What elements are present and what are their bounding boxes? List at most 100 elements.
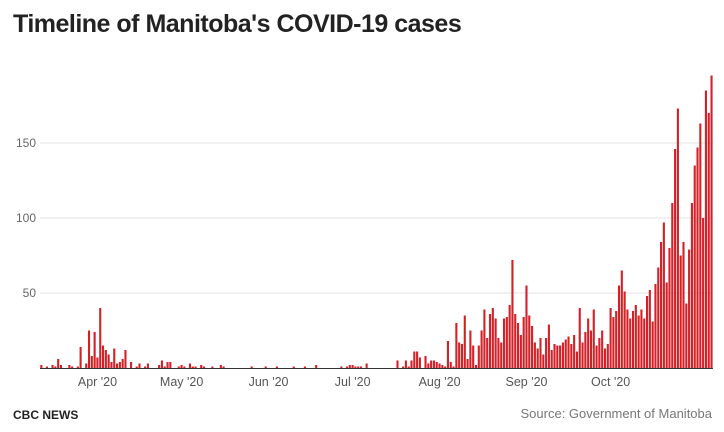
bar bbox=[146, 363, 149, 368]
bar bbox=[191, 366, 194, 368]
bar bbox=[646, 296, 649, 368]
bar bbox=[623, 291, 626, 368]
cbc-news-logo: CBC NEWS bbox=[13, 408, 79, 422]
bar bbox=[564, 339, 567, 368]
bar bbox=[575, 351, 578, 368]
bar bbox=[648, 290, 651, 368]
bar bbox=[250, 366, 253, 368]
bar bbox=[40, 365, 43, 368]
bar bbox=[130, 362, 133, 368]
bar bbox=[472, 345, 475, 368]
bar bbox=[674, 149, 677, 368]
bar bbox=[54, 366, 57, 368]
bar bbox=[57, 359, 60, 368]
bar bbox=[76, 366, 79, 368]
bar bbox=[665, 282, 668, 368]
bar bbox=[469, 330, 472, 368]
bar bbox=[460, 344, 464, 368]
bar bbox=[488, 314, 492, 368]
bar bbox=[550, 350, 553, 368]
bar bbox=[693, 165, 696, 368]
bar bbox=[606, 344, 609, 368]
bar bbox=[407, 366, 410, 368]
bar bbox=[107, 354, 110, 368]
y-tick-label: 50 bbox=[23, 286, 37, 300]
bar bbox=[452, 366, 455, 368]
bar bbox=[222, 366, 225, 368]
bar bbox=[668, 248, 671, 368]
bar bbox=[682, 242, 685, 368]
bar bbox=[446, 341, 449, 368]
gridlines: 50 100 150 bbox=[16, 136, 713, 300]
bar bbox=[539, 338, 542, 368]
bar bbox=[90, 356, 93, 368]
bar bbox=[587, 318, 590, 368]
bar bbox=[519, 335, 522, 368]
bar bbox=[502, 318, 506, 368]
bar bbox=[578, 308, 581, 368]
bar bbox=[135, 366, 138, 368]
bar bbox=[438, 363, 441, 368]
bar bbox=[505, 317, 508, 368]
bar bbox=[696, 147, 699, 368]
bar bbox=[413, 351, 416, 368]
bar bbox=[180, 365, 183, 368]
bar bbox=[402, 366, 405, 368]
bar bbox=[589, 330, 593, 368]
bar bbox=[626, 309, 629, 368]
bar bbox=[418, 357, 421, 368]
bar bbox=[699, 123, 702, 368]
bar bbox=[497, 338, 500, 368]
bar bbox=[458, 342, 461, 368]
bar bbox=[219, 365, 222, 368]
bars bbox=[40, 75, 713, 368]
x-tick-label: Aug '20 bbox=[419, 375, 461, 389]
bar bbox=[603, 348, 607, 368]
bar bbox=[517, 323, 520, 368]
bar bbox=[45, 366, 49, 368]
bar bbox=[547, 324, 550, 368]
x-tick-label: Apr '20 bbox=[78, 375, 117, 389]
x-tick-label: Oct '20 bbox=[591, 375, 630, 389]
bar bbox=[188, 363, 192, 368]
bar bbox=[612, 317, 615, 368]
bar bbox=[508, 305, 511, 368]
y-tick-label: 150 bbox=[16, 136, 36, 150]
bar bbox=[634, 305, 637, 368]
bar bbox=[101, 345, 105, 368]
bar bbox=[441, 365, 444, 368]
bar bbox=[637, 315, 640, 368]
bar bbox=[430, 360, 433, 368]
bar bbox=[110, 362, 113, 368]
bar bbox=[444, 366, 447, 368]
bar bbox=[598, 338, 601, 368]
bar bbox=[348, 365, 351, 368]
x-tick-label: Jul '20 bbox=[335, 375, 371, 389]
bar bbox=[466, 359, 469, 368]
bar bbox=[104, 350, 107, 368]
bar bbox=[169, 362, 172, 368]
bar bbox=[688, 249, 691, 368]
bar bbox=[93, 332, 96, 368]
bar bbox=[710, 75, 713, 368]
bar bbox=[275, 366, 278, 368]
bar bbox=[702, 218, 705, 368]
bar bbox=[477, 345, 480, 368]
bar bbox=[163, 366, 166, 368]
bar bbox=[303, 366, 306, 368]
y-tick-label: 100 bbox=[16, 211, 36, 225]
bar bbox=[68, 365, 71, 368]
bar bbox=[99, 308, 102, 368]
bar bbox=[620, 270, 623, 368]
bar bbox=[435, 362, 438, 368]
bar bbox=[609, 308, 612, 368]
bar bbox=[463, 315, 466, 368]
bar bbox=[351, 365, 354, 368]
bar bbox=[121, 359, 124, 368]
bar bbox=[118, 362, 121, 368]
bar bbox=[542, 354, 545, 368]
bar bbox=[424, 356, 427, 368]
bar bbox=[455, 323, 458, 368]
bar bbox=[536, 348, 539, 368]
bar bbox=[651, 321, 654, 368]
